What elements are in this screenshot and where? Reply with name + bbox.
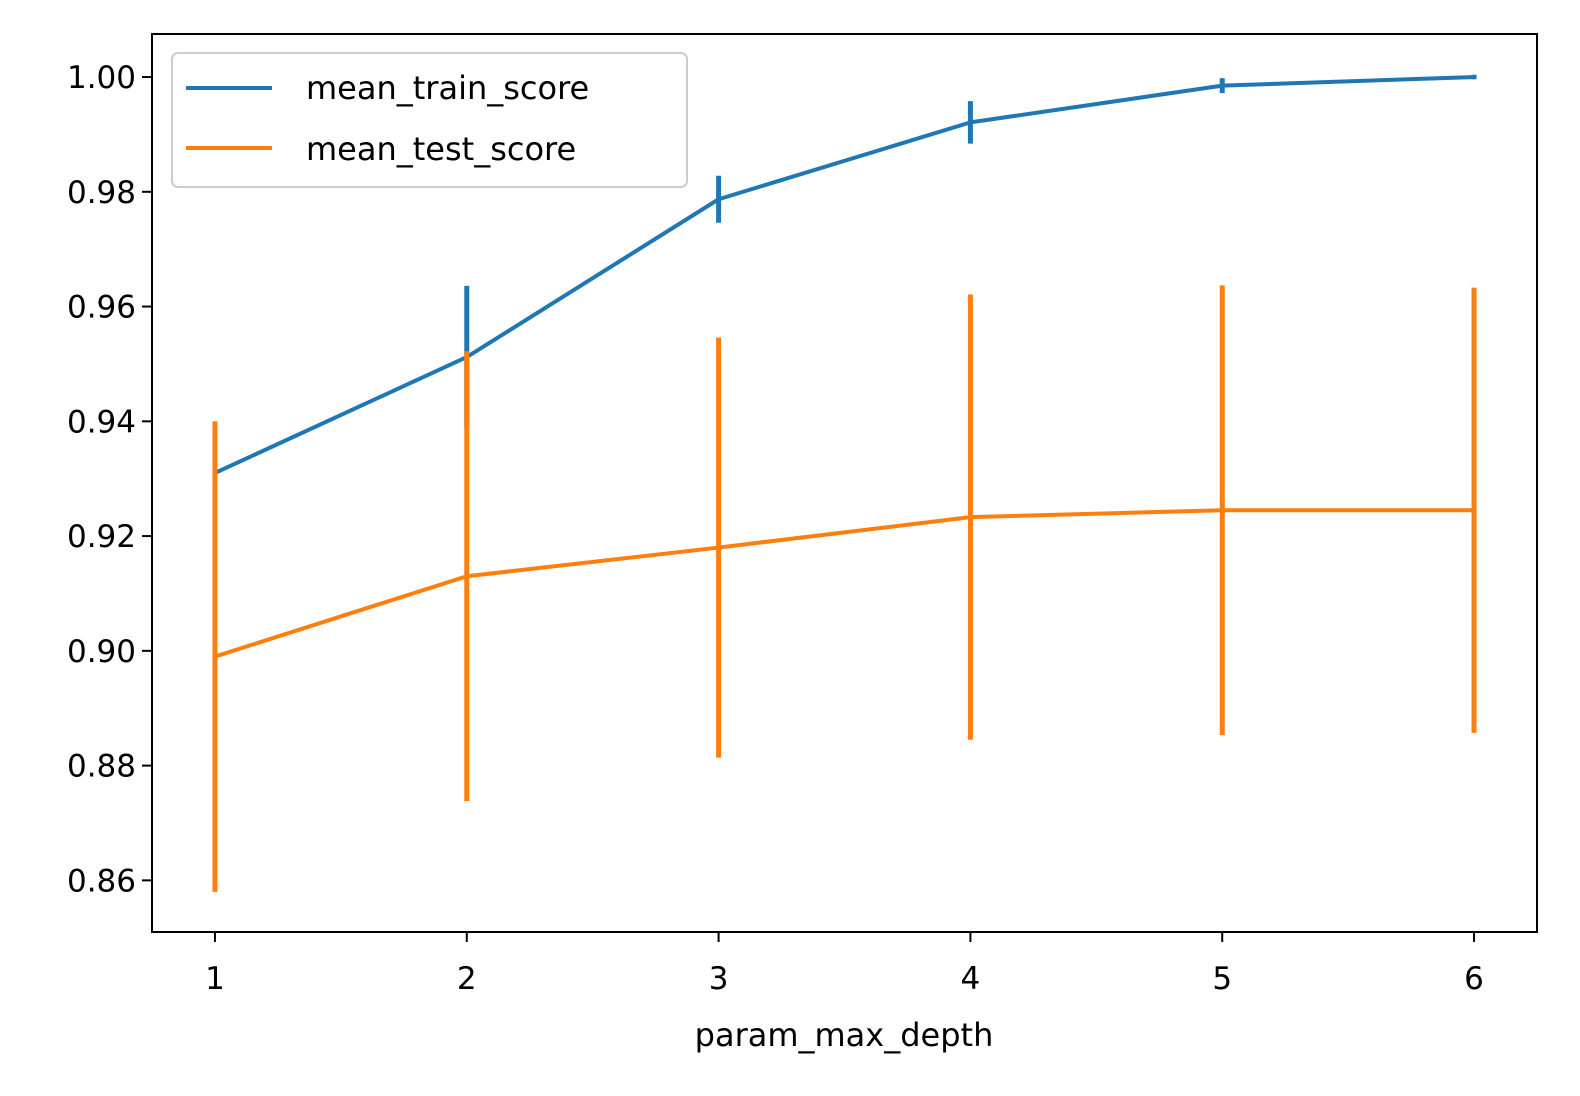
legend-label-test: mean_test_score [306, 130, 576, 168]
x-tick-label: 5 [1212, 961, 1232, 997]
x-tick-label: 3 [709, 961, 729, 997]
x-tick-label: 6 [1464, 961, 1484, 997]
series-line-test [212, 508, 1477, 660]
series-line-train [212, 74, 1477, 476]
plot-frame [151, 33, 1538, 933]
legend-frame [171, 52, 688, 188]
legend: mean_train_score mean_test_score [171, 52, 688, 188]
series-layer [212, 74, 1477, 892]
y-tick-label: 0.90 [67, 634, 136, 670]
x-tick-label: 2 [457, 961, 477, 997]
y-tick-label: 0.88 [67, 749, 136, 785]
x-tick-label: 1 [205, 961, 225, 997]
y-tick-label: 0.94 [67, 404, 136, 440]
y-tick-label: 0.86 [67, 863, 136, 899]
x-axis-title: param_max_depth [695, 1016, 994, 1054]
y-tick-label: 1.00 [67, 60, 136, 96]
y-tick-label: 0.96 [67, 290, 136, 326]
y-tick-label: 0.98 [67, 175, 136, 211]
x-tick-label: 4 [961, 961, 981, 997]
y-tick-label: 0.92 [67, 519, 136, 555]
x-axis: 1 2 3 4 5 6 [205, 932, 1484, 997]
legend-label-train: mean_train_score [306, 69, 589, 107]
series-test [212, 285, 1477, 892]
y-axis: 0.86 0.88 0.90 0.92 0.94 0.96 0.98 1.00 [67, 60, 152, 899]
